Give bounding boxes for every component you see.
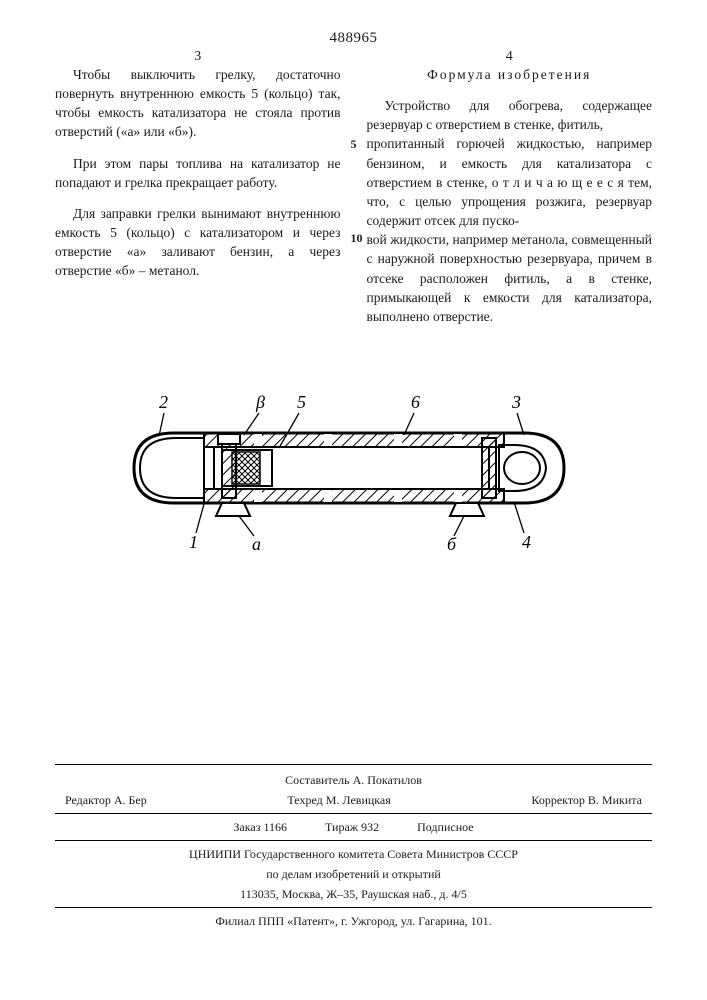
label-4: 4 xyxy=(522,532,531,552)
text-columns: 3 Чтобы выключить грелку, достаточно пов… xyxy=(55,65,652,338)
label-2: 2 xyxy=(159,392,168,412)
line-marker-10: 10 xyxy=(351,230,363,247)
line-marker-5: 5 xyxy=(351,136,357,153)
footer-order: Заказ 1166 xyxy=(233,818,287,836)
left-column: 3 Чтобы выключить грелку, достаточно пов… xyxy=(55,65,341,338)
figure: 2 β 5 6 3 1 а б 4 xyxy=(55,378,652,558)
footer-compiler: Составитель А. Покатилов xyxy=(55,771,652,789)
label-b: б xyxy=(447,534,457,554)
footer-credits: Редактор А. Бер Техред М. Левицкая Корре… xyxy=(55,791,652,814)
right-para-b: пропитанный горючей жидкостью, например … xyxy=(367,134,653,230)
footer-editor: Редактор А. Бер xyxy=(65,791,147,809)
document-number: 488965 xyxy=(55,30,652,47)
label-beta: β xyxy=(255,392,265,412)
footer-tech: Техред М. Левицкая xyxy=(287,791,390,809)
right-para-c: вой жидкости, например метанола, совмеще… xyxy=(367,230,653,326)
footer-org2: по делам изобретений и открытий xyxy=(55,865,652,883)
label-3: 3 xyxy=(511,392,521,412)
footer-address: 113035, Москва, Ж–35, Раушская наб., д. … xyxy=(55,885,652,908)
right-column: 4 Формула изобретения Устройство для обо… xyxy=(367,65,653,338)
right-para-a: Устройство для обогрева, содержащее резе… xyxy=(367,96,653,134)
footer-copies: Тираж 932 xyxy=(325,818,379,836)
left-para-2: При этом пары топлива на катализатор не … xyxy=(55,154,341,192)
label-1: 1 xyxy=(189,532,198,552)
footer-print-info: Заказ 1166 Тираж 932 Подписное xyxy=(55,818,652,841)
label-a: а xyxy=(252,534,261,554)
footer-branch: Филиал ППП «Патент», г. Ужгород, ул. Гаг… xyxy=(55,912,652,930)
label-5: 5 xyxy=(297,392,306,412)
footer-sub: Подписное xyxy=(417,818,474,836)
formula-heading: Формула изобретения xyxy=(367,65,653,84)
footer-org1: ЦНИИПИ Государственного комитета Совета … xyxy=(55,845,652,863)
left-para-1: Чтобы выключить грелку, достаточно повер… xyxy=(55,65,341,142)
left-para-3: Для заправки грелки вынимают внутреннюю … xyxy=(55,204,341,281)
patent-page: 488965 3 Чтобы выключить грелку, достато… xyxy=(0,0,707,1000)
column-number-left: 3 xyxy=(194,47,201,67)
device-diagram: 2 β 5 6 3 1 а б 4 xyxy=(104,378,604,558)
column-number-right: 4 xyxy=(506,47,513,67)
footer: Составитель А. Покатилов Редактор А. Бер… xyxy=(55,764,652,930)
footer-corrector: Корректор В. Микита xyxy=(531,791,642,809)
label-6: 6 xyxy=(411,392,420,412)
